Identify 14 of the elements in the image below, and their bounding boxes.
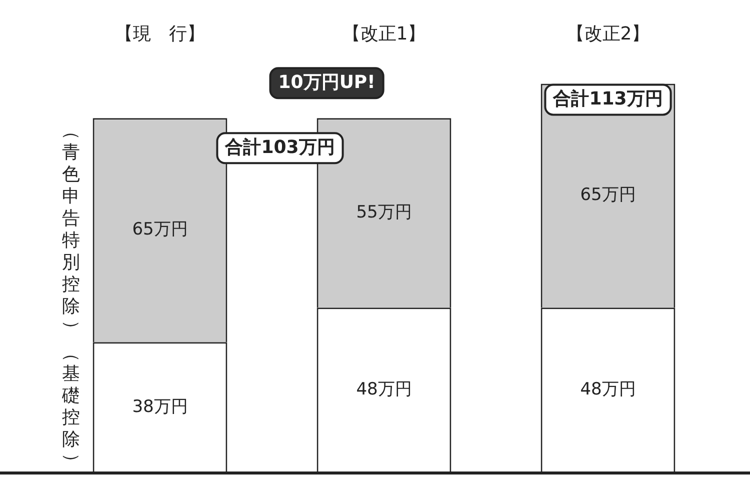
data-label: 65万円 (580, 185, 636, 206)
data-label: 65万円 (132, 220, 188, 240)
data-label: 38万円 (132, 396, 188, 417)
text: （基礎控除） (60, 344, 82, 472)
x-tick-label: 【改正2】 (566, 23, 650, 44)
data-label: 48万円 (356, 380, 412, 400)
annotation: 合計113万円 (552, 88, 663, 110)
data-label: 48万円 (580, 380, 636, 400)
data-label: 55万円 (356, 202, 412, 222)
text: （青色申告特別控除） (61, 122, 82, 338)
annotation: 10万円UP! (278, 72, 376, 93)
x-tick-label: 【現 行】 (115, 23, 205, 44)
x-tick-label: 【改正1】 (342, 23, 426, 44)
annotation: 合計103万円 (224, 136, 335, 158)
